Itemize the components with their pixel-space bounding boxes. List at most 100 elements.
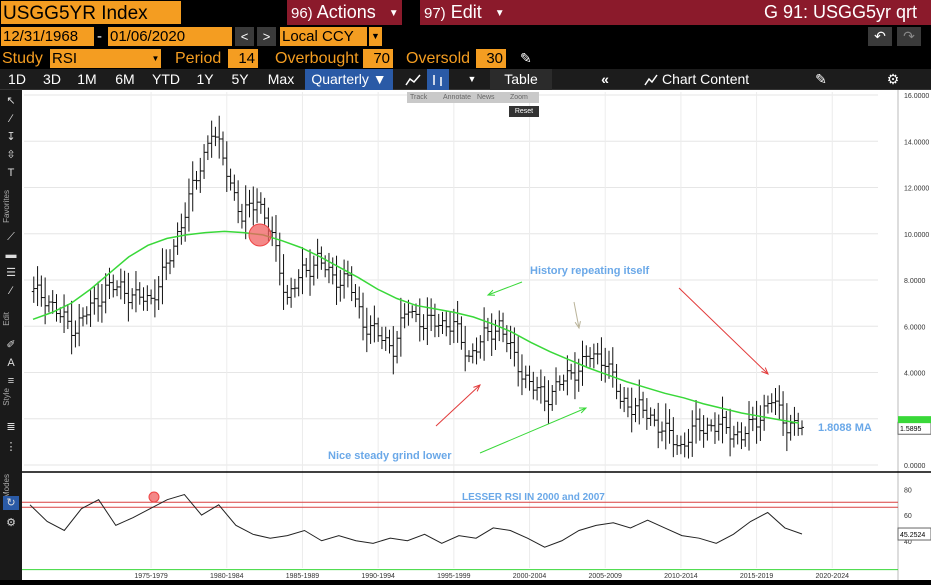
price-tick-label: 8.0000	[904, 278, 926, 285]
float-zoom-button[interactable]: Zoom	[510, 94, 528, 101]
x-tick-label: 1975-1979	[134, 573, 168, 580]
text-icon[interactable]: T	[7, 167, 15, 179]
study-row: Study RSI ▼ Period 14 Overbought 70 Over…	[0, 47, 931, 69]
annotation-grind: Nice steady grind lower	[328, 450, 452, 462]
chevron-down-icon[interactable]: ▼	[467, 74, 477, 84]
price-tick-label: 14.0000	[904, 139, 929, 146]
cursor-icon[interactable]: ↖	[6, 95, 16, 107]
arrow-red-grind-head	[473, 384, 481, 392]
oversold-field[interactable]: 30	[476, 49, 506, 68]
modes-strip-label: Modes	[2, 474, 11, 499]
annotation-history: History repeating itself	[530, 265, 650, 277]
price-tick-label: 16.0000	[904, 93, 929, 100]
draw-line-icon[interactable]: ∕	[10, 113, 12, 125]
refresh-icon[interactable]: ↻	[3, 496, 19, 510]
arrow-red-grind	[435, 384, 481, 427]
ruler-icon[interactable]: ⇳	[6, 149, 16, 161]
rsi-tick-label: 80	[904, 487, 912, 494]
range-1d-button[interactable]: 1D	[8, 71, 26, 87]
chevron-down-icon[interactable]: ▼	[369, 27, 382, 46]
lines-icon[interactable]: ≣	[6, 421, 16, 433]
ma-badge	[898, 416, 931, 424]
x-tick-label: 1980-1984	[210, 573, 244, 580]
highlight-circle	[248, 223, 272, 247]
start-date-field[interactable]: 12/31/1968	[1, 27, 94, 46]
undo-icon[interactable]: ↶	[868, 27, 892, 46]
oversold-label: Oversold	[406, 50, 471, 67]
shape-icon[interactable]: ▬	[5, 249, 17, 261]
range-max-button[interactable]: Max	[267, 71, 295, 87]
float-track-button[interactable]: Track	[410, 94, 428, 101]
annotate-icon[interactable]: ✎	[815, 71, 827, 87]
study-label: Study	[2, 50, 43, 67]
dots-icon[interactable]: ⋮	[5, 441, 17, 453]
chart-content-icon	[640, 69, 662, 90]
title-bar: USGG5YR Index 96) Actions ▼ 97) Edit ▼ G…	[0, 0, 931, 25]
range-3d-button[interactable]: 3D	[43, 71, 61, 87]
x-tick-label: 2010-2014	[664, 573, 698, 580]
end-date-field[interactable]: 01/06/2020	[108, 27, 232, 46]
range-5y-button[interactable]: 5Y	[231, 71, 249, 87]
arrow-tool-icon[interactable]: ⟋	[7, 231, 15, 243]
arrow-green-history	[487, 281, 523, 296]
annotation-ma-value: 1.8088 MA	[818, 422, 872, 434]
currency-select[interactable]: Local CCY	[280, 27, 367, 46]
x-tick-label: 1985-1989	[286, 573, 320, 580]
horizontal-line-icon[interactable]: ↧	[6, 131, 16, 143]
window-title: G 91: USGG5yr qrt	[518, 0, 931, 25]
rsi-highlight-circle	[148, 491, 160, 503]
overbought-field[interactable]: 70	[363, 49, 393, 68]
line-style-icon[interactable]: ≡	[7, 375, 15, 387]
edit-strip-label: Edit	[2, 312, 11, 326]
trend-icon[interactable]: ∕	[10, 285, 12, 297]
actions-num: 96)	[291, 5, 313, 22]
font-icon[interactable]: A	[7, 357, 15, 369]
price-tick-label: 0.0000	[904, 463, 926, 470]
brush-icon[interactable]: ✐	[6, 339, 16, 351]
rsi-tick-label: 40	[904, 539, 912, 546]
range-1m-button[interactable]: 1M	[77, 71, 97, 87]
line-chart-icon[interactable]	[402, 69, 424, 90]
chart-svg: 16.0000 14.0000 12.0000 10.0000 8.0000 6.0000…	[22, 90, 931, 580]
float-news-button[interactable]: News	[477, 94, 495, 101]
range-ytd-button[interactable]: YTD	[152, 71, 180, 87]
redo-icon[interactable]: ↷	[897, 27, 921, 46]
rsi-tick-label: 60	[904, 513, 912, 520]
arrow-red-recent-head	[761, 367, 769, 375]
next-period-button[interactable]: >	[257, 27, 276, 46]
prev-period-button[interactable]: <	[235, 27, 254, 46]
chart-area[interactable]: 16.0000 14.0000 12.0000 10.0000 8.0000 6.0000…	[22, 90, 931, 580]
gear-icon[interactable]: ⚙	[886, 71, 900, 87]
edit-num: 97)	[424, 5, 446, 22]
chart-content-button[interactable]: Chart Content	[662, 71, 750, 87]
rsi-badge-box	[897, 527, 931, 541]
table-button[interactable]: Table	[490, 69, 552, 90]
chevron-down-icon: ▼	[388, 7, 399, 19]
range-6m-button[interactable]: 6M	[115, 71, 135, 87]
frequency-select[interactable]: Quarterly ▼	[305, 69, 393, 90]
pencil-icon[interactable]: ✎	[520, 50, 532, 66]
arrow-grey-2007-head	[574, 321, 581, 330]
rsi-badge: 45.2524	[900, 532, 925, 539]
toolbar: 1D 3D 1M 6M YTD 1Y 5Y Max Quarterly ▼ ▼ Table «…	[0, 69, 931, 90]
bar-chart-icon[interactable]	[427, 69, 449, 90]
arrow-green-grind-head	[578, 407, 588, 414]
annotation-rsi-note: LESSER RSI IN 2000 and 2007	[462, 492, 605, 503]
ticker-field[interactable]: USGG5YR Index	[0, 0, 182, 25]
fibonacci-icon[interactable]: ☰	[6, 267, 16, 279]
range-1y-button[interactable]: 1Y	[196, 71, 214, 87]
collapse-icon[interactable]: «	[601, 71, 609, 87]
float-annotate-button[interactable]: Annotate	[443, 94, 472, 101]
price-tick-label: 10.0000	[904, 232, 929, 239]
edit-label: Edit	[450, 2, 482, 22]
overbought-label: Overbought	[275, 50, 359, 67]
period-field[interactable]: 14	[228, 49, 258, 68]
study-select[interactable]: RSI	[50, 49, 150, 68]
settings-icon[interactable]: ⚙	[6, 517, 16, 529]
style-strip-label: Style	[2, 388, 11, 406]
edit-menu[interactable]: 97) Edit ▼	[420, 0, 518, 25]
reset-button[interactable]: Reset	[509, 106, 539, 117]
chevron-down-icon[interactable]: ▼	[150, 49, 161, 68]
x-tick-label: 2015-2019	[740, 573, 774, 580]
actions-menu[interactable]: 96) Actions ▼	[287, 0, 402, 25]
